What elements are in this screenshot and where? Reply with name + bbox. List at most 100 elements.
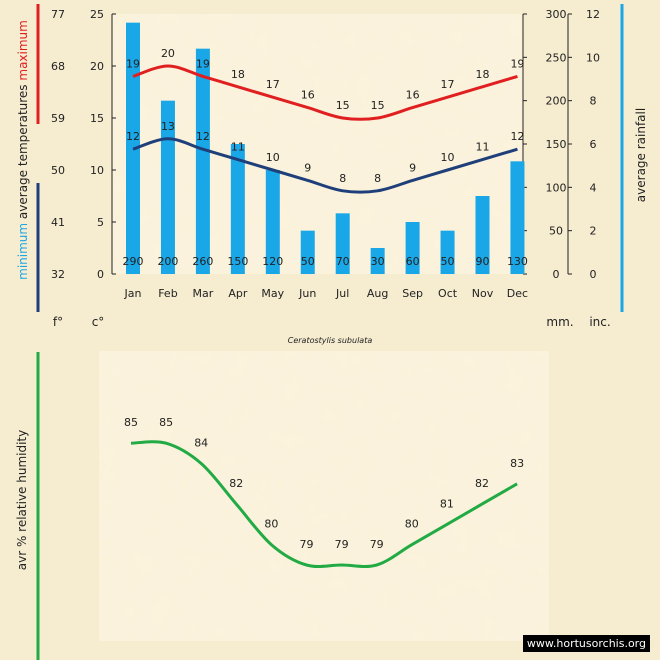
- humidity-value-label: 79: [370, 538, 384, 551]
- temp-title: minimum average temperatures maximum: [16, 20, 30, 280]
- humidity-value-label: 85: [124, 416, 138, 429]
- celsius-tick-label: 5: [97, 216, 104, 229]
- mm-tick-label: 50: [549, 225, 563, 238]
- month-label: May: [261, 287, 284, 300]
- inch-unit: inc.: [589, 315, 610, 329]
- humidity-value-label: 84: [194, 437, 208, 450]
- celsius-tick-label: 20: [90, 60, 104, 73]
- fahrenheit-tick-label: 41: [51, 216, 65, 229]
- rainfall-value-label: 50: [441, 255, 455, 268]
- month-label: Mar: [193, 287, 214, 300]
- rainfall-bar: [195, 48, 210, 274]
- inch-tick-label: 10: [586, 51, 600, 64]
- fahrenheit-tick-label: 50: [51, 164, 65, 177]
- rainfall-value-label: 90: [476, 255, 490, 268]
- month-label: Sep: [402, 287, 423, 300]
- month-label: Aug: [367, 287, 388, 300]
- fahrenheit-tick-label: 77: [51, 8, 65, 21]
- max-temp-value-label: 16: [301, 89, 315, 102]
- rainfall-value-label: 290: [123, 255, 144, 268]
- max-temp-value-label: 20: [161, 47, 175, 60]
- fahrenheit-tick-label: 68: [51, 60, 65, 73]
- celsius-tick-label: 10: [90, 164, 104, 177]
- inch-tick-label: 12: [586, 8, 600, 21]
- humidity-value-label: 82: [475, 477, 489, 490]
- max-temp-value-label: 17: [266, 78, 280, 91]
- min-temp-value-label: 11: [476, 141, 490, 154]
- humidity-value-label: 79: [300, 538, 314, 551]
- min-temp-value-label: 12: [510, 130, 524, 143]
- min-temp-value-label: 9: [409, 161, 416, 174]
- mm-tick-label: 200: [546, 95, 567, 108]
- rainfall-title: average rainfall: [634, 108, 648, 202]
- mm-tick-label: 300: [546, 8, 567, 21]
- month-label: Nov: [472, 287, 494, 300]
- month-label: Oct: [438, 287, 458, 300]
- rainfall-value-label: 50: [301, 255, 315, 268]
- fahrenheit-tick-label: 32: [51, 268, 65, 281]
- min-temp-value-label: 13: [161, 120, 175, 133]
- rainfall-bar: [510, 161, 525, 274]
- inch-tick-label: 8: [590, 95, 597, 108]
- rainfall-value-label: 30: [371, 255, 385, 268]
- max-temp-value-label: 18: [231, 68, 245, 81]
- inch-tick-label: 2: [590, 225, 597, 238]
- mm-unit: mm.: [546, 315, 573, 329]
- rainfall-value-label: 120: [262, 255, 283, 268]
- temp-max-label: maximum: [16, 20, 30, 80]
- humidity-value-label: 81: [440, 497, 454, 510]
- inch-tick-label: 0: [590, 268, 597, 281]
- humidity-line: [130, 440, 518, 568]
- min-temp-value-label: 12: [196, 130, 210, 143]
- month-label: Feb: [158, 287, 177, 300]
- watermark: www.hortusorchis.org: [522, 635, 650, 652]
- month-label: Jul: [335, 287, 349, 300]
- max-temp-value-label: 19: [510, 57, 524, 70]
- month-label: Dec: [507, 287, 528, 300]
- rainfall-bar: [160, 100, 175, 275]
- species-name: Ceratostylis subulata: [288, 336, 373, 345]
- rainfall-value-label: 60: [406, 255, 420, 268]
- max-temp-value-label: 16: [406, 89, 420, 102]
- max-temp-line: [132, 64, 518, 121]
- max-temp-value-label: 15: [371, 99, 385, 112]
- celsius-tick-label: 0: [97, 268, 104, 281]
- rainfall-bar: [475, 196, 490, 274]
- min-temp-value-label: 8: [374, 172, 381, 185]
- rainfall-value-label: 70: [336, 255, 350, 268]
- celsius-tick-label: 25: [90, 8, 104, 21]
- month-label: Jun: [298, 287, 316, 300]
- humidity-value-label: 83: [510, 457, 524, 470]
- mm-tick-label: 150: [546, 138, 567, 151]
- min-temp-value-label: 8: [339, 172, 346, 185]
- month-label: Apr: [228, 287, 248, 300]
- inch-tick-label: 6: [590, 138, 597, 151]
- rainfall-bar: [230, 144, 245, 274]
- rainfall-bar: [300, 230, 315, 274]
- fahrenheit-tick-label: 59: [51, 112, 65, 125]
- bottom-plot-panel: [99, 351, 549, 641]
- celsius-unit: c°: [92, 315, 105, 329]
- humidity-title: avr % relative humidity: [15, 430, 29, 571]
- rainfall-value-label: 260: [192, 255, 213, 268]
- min-temp-value-label: 11: [231, 141, 245, 154]
- humidity-value-label: 82: [229, 477, 243, 490]
- month-label: Jan: [124, 287, 142, 300]
- temp-avg-label: average temperatures: [16, 84, 30, 219]
- max-temp-value-label: 17: [441, 78, 455, 91]
- max-temp-value-label: 19: [196, 57, 210, 70]
- rainfall-bar: [335, 213, 350, 274]
- temp-min-label: minimum: [16, 223, 30, 280]
- humidity-value-label: 85: [159, 416, 173, 429]
- fahrenheit-unit: f°: [53, 315, 63, 329]
- rainfall-bar: [440, 230, 455, 274]
- min-temp-value-label: 9: [304, 161, 311, 174]
- max-temp-value-label: 15: [336, 99, 350, 112]
- mm-tick-label: 100: [546, 181, 567, 194]
- min-temp-value-label: 12: [126, 130, 140, 143]
- rainfall-bar: [265, 170, 280, 274]
- humidity-value-label: 80: [405, 518, 419, 531]
- min-temp-line: [132, 137, 518, 194]
- humidity-value-label: 79: [335, 538, 349, 551]
